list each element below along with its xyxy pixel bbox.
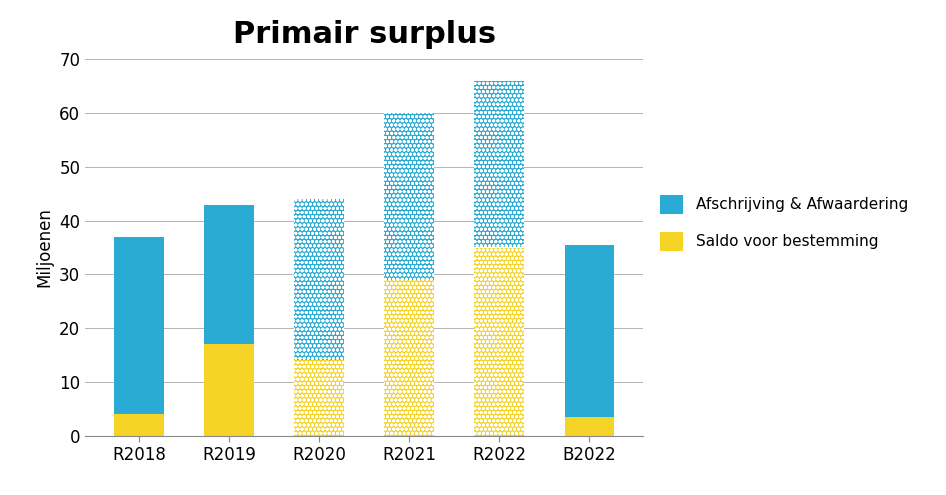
Bar (294, 360, 344, 436)
Bar (204, 204, 254, 344)
Legend: Afschrijving & Afwaardering, Saldo voor bestemming: Afschrijving & Afwaardering, Saldo voor … (660, 195, 908, 250)
Y-axis label: Miljoenen: Miljoenen (36, 207, 54, 288)
Bar (475, 248, 524, 436)
Bar (384, 113, 434, 280)
Bar (294, 199, 344, 360)
Bar (114, 237, 164, 414)
Bar (384, 280, 434, 436)
Bar (114, 414, 164, 436)
Bar (294, 199, 344, 360)
Bar (475, 81, 524, 247)
Bar (475, 81, 524, 247)
Bar (294, 360, 344, 436)
Bar (384, 280, 434, 436)
Bar (204, 344, 254, 436)
Title: Primair surplus: Primair surplus (233, 20, 496, 49)
Bar (565, 417, 614, 436)
Bar (475, 248, 524, 436)
Bar (384, 113, 434, 280)
Bar (565, 245, 614, 417)
